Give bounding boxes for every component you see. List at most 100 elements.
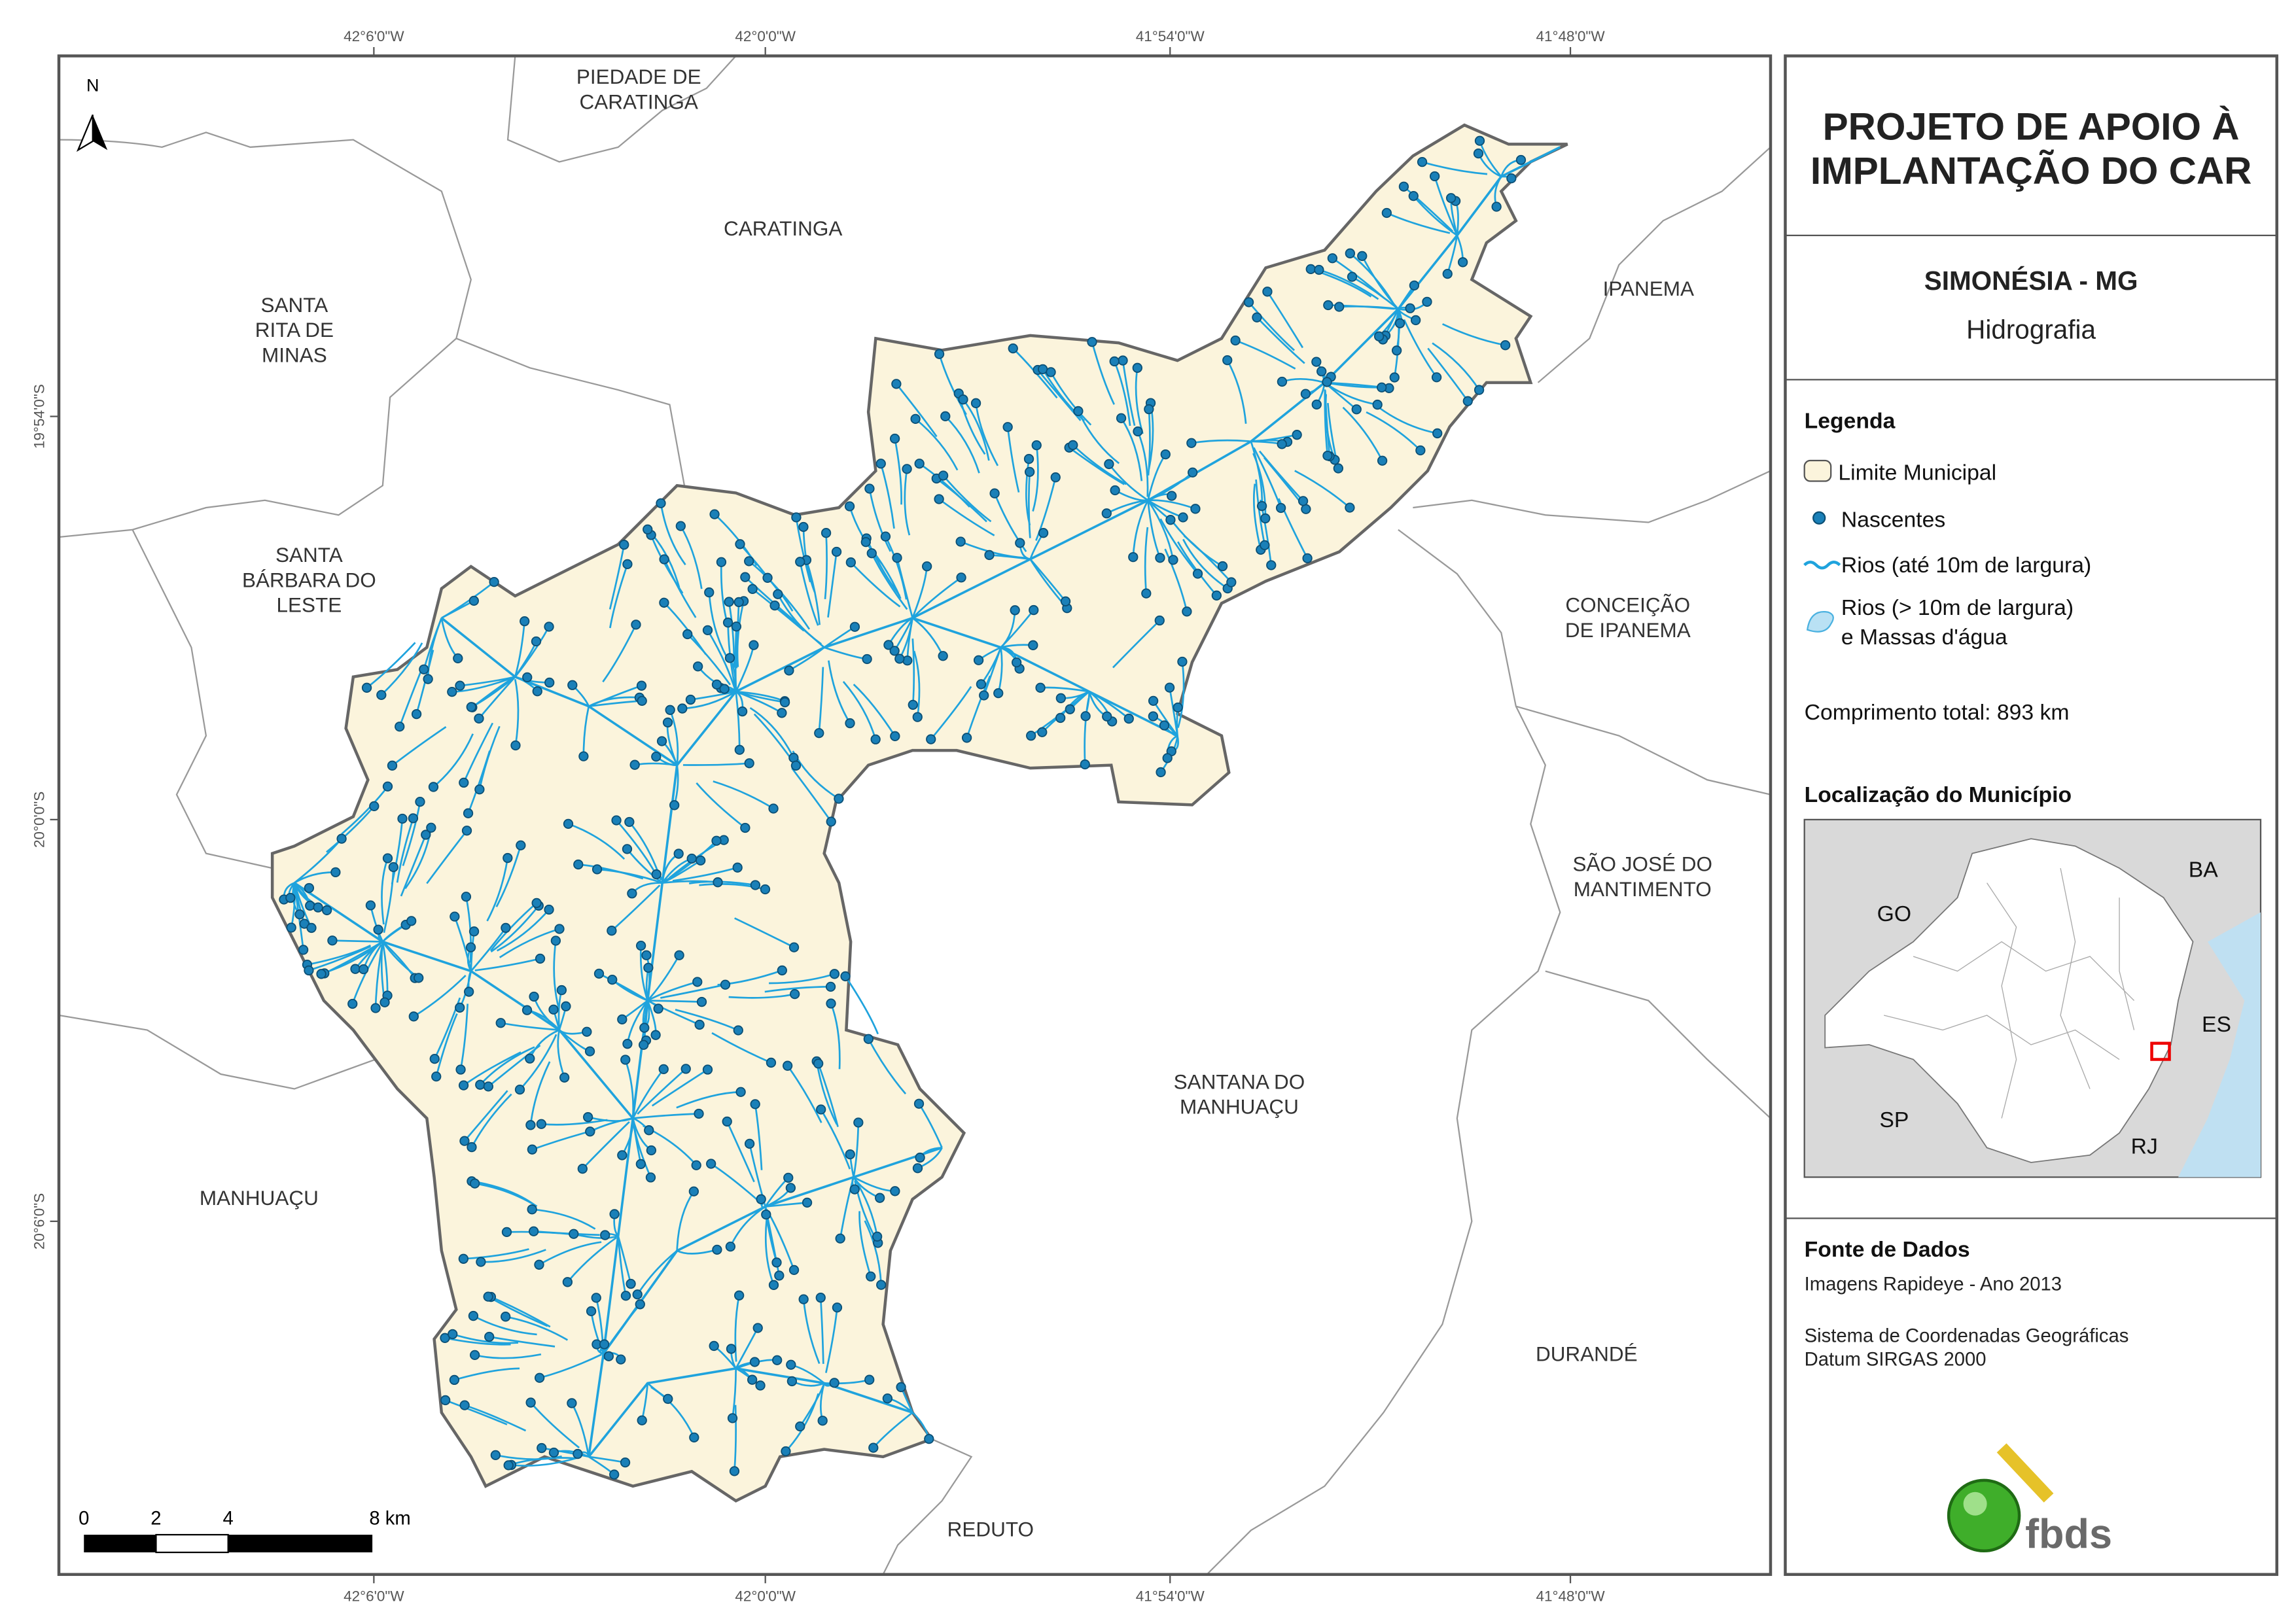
spring <box>464 986 474 997</box>
spring <box>1211 590 1222 601</box>
river <box>662 880 718 884</box>
spring <box>677 703 688 714</box>
spring <box>370 1003 381 1013</box>
river <box>609 563 629 629</box>
spring <box>659 597 669 608</box>
spring <box>1256 500 1267 512</box>
spring <box>889 646 900 656</box>
river <box>639 945 649 1001</box>
spring <box>1277 376 1288 387</box>
spring <box>777 965 787 976</box>
spring <box>876 1280 887 1290</box>
river <box>827 551 838 618</box>
spring <box>662 717 673 728</box>
river <box>853 1176 878 1237</box>
spring <box>535 953 546 964</box>
legend-symbol-boundary <box>1803 459 1832 482</box>
spring <box>669 800 680 811</box>
spring <box>643 524 653 534</box>
spring <box>304 882 315 894</box>
spring <box>591 1293 601 1303</box>
spring <box>1316 366 1327 377</box>
spring <box>521 1005 533 1015</box>
spring <box>470 1350 480 1361</box>
spring <box>1008 343 1018 354</box>
spring <box>599 1339 610 1350</box>
spring <box>786 1376 798 1387</box>
river <box>381 858 389 925</box>
river <box>650 1386 696 1438</box>
spring <box>1506 173 1517 184</box>
spring <box>1226 577 1237 587</box>
spring <box>641 950 652 960</box>
spring <box>1381 207 1392 218</box>
spring <box>1159 720 1170 731</box>
spring <box>989 488 1000 498</box>
spring <box>1415 445 1426 456</box>
spring <box>834 794 844 804</box>
spring <box>724 653 735 663</box>
river <box>754 1104 763 1170</box>
spring <box>1345 248 1355 258</box>
river <box>1294 470 1351 509</box>
river <box>764 1219 775 1285</box>
river <box>675 1009 739 1032</box>
spring <box>369 801 380 812</box>
spring <box>1432 428 1443 439</box>
spring <box>450 911 460 922</box>
river <box>529 1061 551 1125</box>
scale-label: 8 km <box>369 1508 410 1529</box>
spring <box>1188 467 1198 478</box>
logo: fbds <box>1947 1443 2112 1557</box>
spring <box>731 621 742 632</box>
river <box>1432 342 1480 391</box>
north-label: N <box>86 75 99 95</box>
river <box>708 592 728 657</box>
river <box>435 1013 458 1077</box>
spring <box>912 1163 923 1174</box>
spring <box>336 833 347 844</box>
river <box>308 945 371 971</box>
spring <box>1445 193 1457 203</box>
spring <box>327 935 338 946</box>
spring <box>1422 296 1432 307</box>
river <box>603 1303 641 1355</box>
spring <box>1277 439 1287 449</box>
spring <box>831 546 842 557</box>
river <box>1135 368 1144 434</box>
spring <box>586 1306 597 1317</box>
spring <box>382 853 393 864</box>
place-label: BÁRBARA DO <box>242 568 376 591</box>
spring <box>1405 303 1415 313</box>
spring <box>483 1081 494 1092</box>
spring <box>635 1159 646 1170</box>
river <box>1137 430 1149 497</box>
river <box>588 1116 633 1122</box>
river <box>1324 389 1329 456</box>
spring <box>1173 702 1183 713</box>
spring <box>1377 455 1388 466</box>
river <box>616 820 657 875</box>
spring <box>870 734 881 744</box>
spring <box>609 1469 620 1480</box>
spring <box>1035 682 1046 693</box>
river <box>788 646 825 672</box>
river <box>539 1241 602 1266</box>
spring <box>501 1227 512 1238</box>
spring <box>1148 695 1159 706</box>
grid-label: 19°54'0"S <box>31 384 48 449</box>
spring <box>376 689 387 701</box>
spring <box>330 867 341 878</box>
river <box>597 868 662 884</box>
place-label: SANTA <box>261 293 328 317</box>
river <box>660 983 726 999</box>
spring <box>1154 615 1165 626</box>
spring <box>1408 190 1419 201</box>
spring <box>550 935 561 946</box>
spring <box>790 760 802 771</box>
scale-label: 2 <box>150 1508 161 1529</box>
spring <box>455 1002 465 1013</box>
spring <box>1192 568 1203 579</box>
location-marker <box>2150 1041 2171 1061</box>
